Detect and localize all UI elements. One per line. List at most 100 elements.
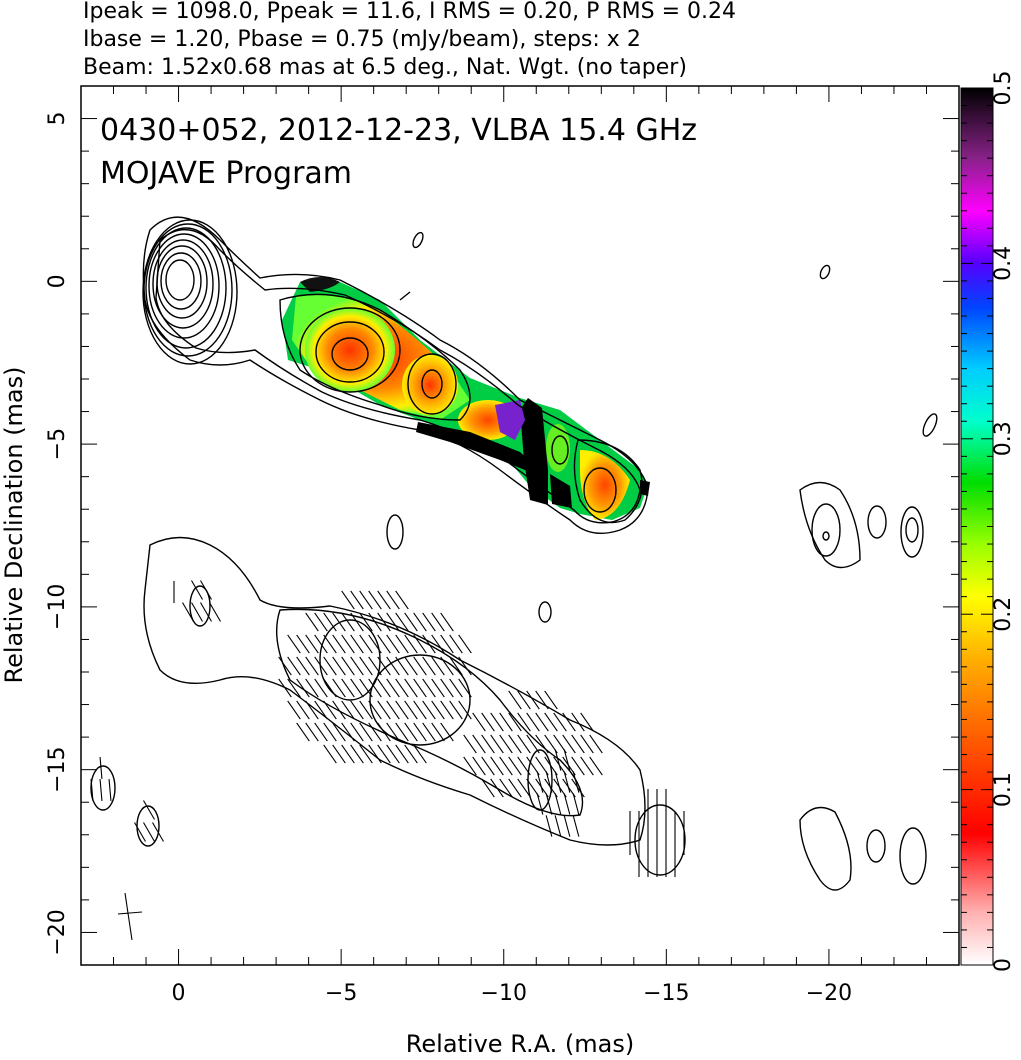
evpa-tick [323,634,337,654]
evpa-tick [404,744,418,764]
evpa-tick [287,700,301,720]
evpa-tick [508,734,522,754]
evpa-tick [359,634,373,654]
plot-frame [80,85,960,966]
evpa-tick [404,612,418,632]
evpa-tick [296,700,310,720]
x-tick-label: −15 [643,981,689,1006]
evpa-tick [526,690,540,710]
evpa-tick [341,612,355,632]
evpa-tick [314,722,328,742]
evpa-tick [323,612,337,632]
evpa-tick [296,634,310,654]
evpa-tick [404,722,418,742]
evpa-tick [341,700,355,720]
evpa-tick [422,700,436,720]
x-tick-label: 0 [172,981,186,1006]
evpa-tick [481,734,495,754]
evpa-tick [458,678,472,698]
y-axis-title: Relative Declination (mas) [0,366,28,683]
evpa-tick [517,756,531,776]
evpa-tick [458,656,472,676]
evpa-tick [341,678,355,698]
evpa-tick [395,612,409,632]
plot-subtitle: MOJAVE Program [100,156,352,191]
evpa-tick [350,700,364,720]
evpa-tick [554,749,562,771]
plot-area [90,216,938,941]
evpa-tick [563,815,571,837]
evpa-tick [99,778,103,802]
evpa-tick [314,612,328,632]
lower-map-contours [90,536,927,891]
evpa-tick [404,700,418,720]
x-tick-label: −10 [481,981,527,1006]
evpa-tick [563,749,571,771]
evpa-tick [359,722,373,742]
evpa-tick [332,700,346,720]
evpa-tick [200,580,212,600]
evpa-tick [431,722,445,742]
evpa-tick [580,712,594,732]
evpa-tick [182,602,194,622]
evpa-tick [305,634,319,654]
evpa-tick [350,612,364,632]
evpa-tick [413,700,427,720]
evpa-tick [517,778,531,798]
evpa-tick [332,634,346,654]
evpa-tick [350,590,364,610]
evpa-tick [413,634,427,654]
evpa-tick [440,634,454,654]
evpa-tick [341,656,355,676]
evpa-tick [278,656,292,676]
evpa-tick [368,744,382,764]
evpa-tick [422,634,436,654]
beam-cross [117,892,143,941]
colorbar-ticks [961,87,993,966]
evpa-tick [526,734,540,754]
evpa-tick [580,734,594,754]
evpa-tick [545,815,553,837]
evpa-tick [90,778,94,802]
colorbar-tick-label: 0.3 [991,421,1016,456]
y-tick-label: 0 [45,274,70,288]
evpa-tick [332,744,346,764]
evpa-tick [571,756,585,776]
evpa-tick [368,634,382,654]
evpa-tick [386,678,400,698]
evpa-tick [350,722,364,742]
evpa-tick [377,744,391,764]
evpa-tick [359,590,373,610]
evpa-tick [589,734,603,754]
evpa-tick [332,612,346,632]
evpa-tick [305,700,319,720]
evpa-tick [323,744,337,764]
evpa-tick [440,678,454,698]
evpa-tick [490,778,504,798]
evpa-tick [440,722,454,742]
evpa-tick [395,634,409,654]
y-tick-labels: 5 0 −5 −10 −15 −20 [45,112,70,956]
evpa-tick [544,690,558,710]
evpa-tick [377,722,391,742]
evpa-tick [413,656,427,676]
evpa-tick [481,712,495,732]
evpa-tick [314,700,328,720]
evpa-tick [544,712,558,732]
evpa-tick [359,744,373,764]
evpa-tick [305,678,319,698]
evpa-tick [431,700,445,720]
x-axis-title: Relative R.A. (mas) [406,1030,634,1058]
y-tick-label: −10 [45,584,70,630]
evpa-tick [526,712,540,732]
evpa-tick [395,656,409,676]
evpa-tick [449,700,463,720]
evpa-tick [134,822,146,842]
evpa-tick [536,771,544,793]
colorbar-tick-label: 0.5 [991,71,1016,106]
y-tick-label: 5 [45,112,70,126]
evpa-tick [413,612,427,632]
evpa-tick [341,634,355,654]
evpa-tick [517,712,531,732]
evpa-tick [377,634,391,654]
